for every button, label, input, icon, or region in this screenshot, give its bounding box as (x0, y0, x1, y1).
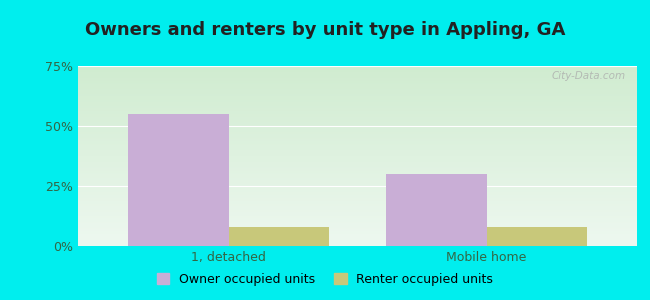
Bar (128, 114, 229, 246)
Text: City-Data.com: City-Data.com (552, 71, 626, 81)
Text: Owners and renters by unit type in Appling, GA: Owners and renters by unit type in Appli… (84, 21, 566, 39)
Bar (386, 174, 486, 246)
Bar (486, 227, 587, 246)
Legend: Owner occupied units, Renter occupied units: Owner occupied units, Renter occupied un… (151, 268, 499, 291)
Bar (229, 227, 329, 246)
